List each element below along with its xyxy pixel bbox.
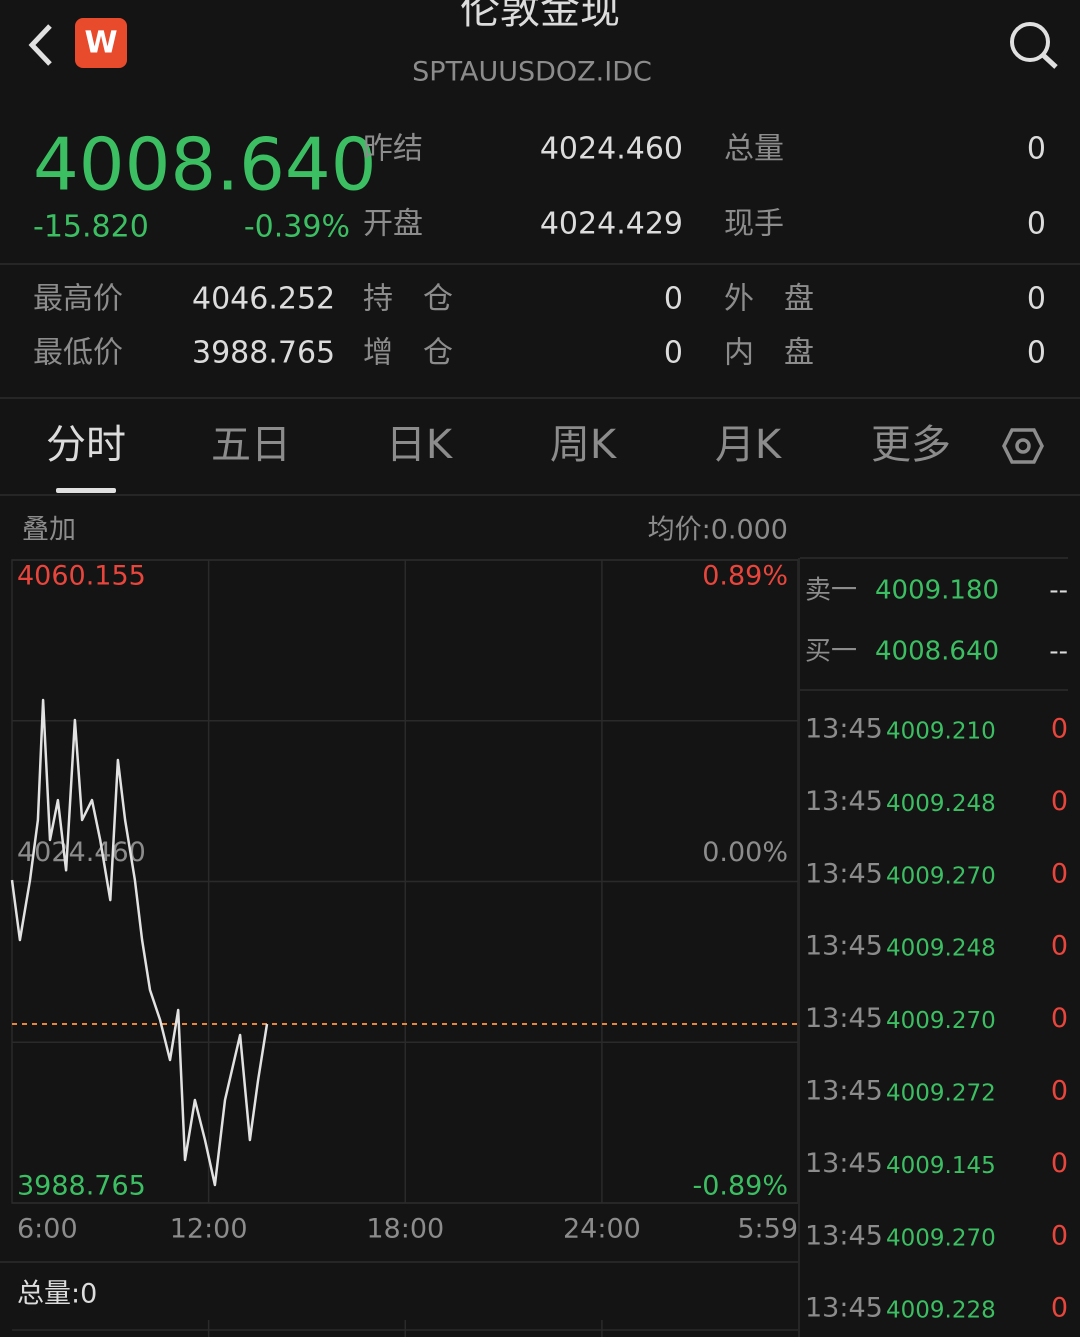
tab[interactable]: 更多 [871,422,951,468]
field-label: 总量 [724,132,784,167]
trade-time: 13:45 [805,1293,883,1324]
trade-price: 4009.248 [886,936,996,962]
y-tick-label: 3988.765 [17,1171,146,1202]
trade-volume: 0 [1051,786,1068,817]
change: -15.820 [33,210,149,245]
avg-price: 均价:0.000 [648,515,788,546]
trade-price: 4009.210 [886,719,996,745]
trade-time: 13:45 [805,1076,883,1107]
y2-tick-label: 0.00% [702,837,788,868]
tab[interactable]: 月K [715,422,783,468]
trade-volume: 0 [1051,1293,1068,1324]
stat-value: 0 [1027,282,1046,317]
stat-label: 最低价 [33,336,123,371]
trade-time: 13:45 [805,858,883,889]
settings-button[interactable] [1002,428,1044,464]
last-price: 4008.640 [33,123,377,207]
logo [75,18,127,68]
field-label: 昨结 [363,132,423,167]
tab[interactable]: 分时 [46,422,126,468]
y-tick-label: 4060.155 [17,561,146,592]
stat-value: 0 [664,282,683,317]
stat-label: 最高价 [33,282,123,317]
trade-volume: 0 [1051,714,1068,745]
trade-volume: 0 [1051,931,1068,962]
field-value: 4024.460 [540,132,683,167]
x-tick-label: 6:00 [17,1214,78,1245]
trade-volume: 0 [1051,1003,1068,1034]
trade-volume: 0 [1051,858,1068,889]
x-tick-label: 12:00 [170,1214,248,1245]
book-volume: -- [1049,637,1068,667]
trade-time: 13:45 [805,931,883,962]
trade-time: 13:45 [805,714,883,745]
tab-indicator [56,488,116,493]
stat-value: 3988.765 [192,336,335,371]
settings-dot [1015,438,1031,454]
stat-label: 持 仓 [363,282,453,317]
trade-price: 4009.228 [886,1298,996,1324]
book-volume: -- [1049,576,1068,606]
total-volume: 总量:0 [17,1279,97,1310]
book-label: 买一 [805,637,857,667]
settings-icon [1002,428,1044,464]
stat-label: 增 仓 [363,336,453,371]
code: SPTAUUSDOZ.IDC [412,57,652,88]
x-tick-label: 5:59 [737,1214,798,1245]
y2-tick-label: -0.89% [692,1171,788,1202]
logo-text: W [84,26,117,61]
field-label: 开盘 [363,207,423,242]
field-value: 0 [1027,207,1046,242]
trade-price: 4009.270 [886,1008,996,1034]
field-value: 4024.429 [540,207,683,242]
book-label: 卖一 [805,576,857,606]
x-tick-label: 24:00 [563,1214,641,1245]
trade-price: 4009.248 [886,791,996,817]
stat-label: 外 盘 [724,282,814,317]
change-pct: -0.39% [244,210,350,245]
trade-price: 4009.272 [886,1081,996,1107]
y-tick-label: 4024.460 [17,837,146,868]
stat-value: 4046.252 [192,282,335,317]
back-button[interactable] [28,24,52,66]
search-icon [1010,22,1050,62]
price-line [10,698,269,1187]
trade-volume: 0 [1051,1220,1068,1251]
tab[interactable]: 日K [386,422,454,468]
book-price: 4008.640 [875,637,999,667]
field-label: 现手 [724,207,784,242]
book-price: 4009.180 [875,576,999,606]
trade-time: 13:45 [805,786,883,817]
stat-value: 0 [1027,336,1046,371]
search-button[interactable] [1010,22,1058,69]
title: 伦敦金现 [460,0,620,33]
stat-label: 内 盘 [724,336,814,371]
trade-time: 13:45 [805,1220,883,1251]
tab[interactable]: 周K [550,422,618,468]
trade-price: 4009.145 [886,1153,996,1179]
trade-time: 13:45 [805,1003,883,1034]
stat-value: 0 [664,336,683,371]
y2-tick-label: 0.89% [702,561,788,592]
overlay[interactable]: 叠加 [22,515,76,546]
trade-price: 4009.270 [886,863,996,889]
trade-time: 13:45 [805,1148,883,1179]
field-value: 0 [1027,132,1046,167]
trade-volume: 0 [1051,1148,1068,1179]
tab[interactable]: 五日 [211,422,291,468]
trade-volume: 0 [1051,1076,1068,1107]
search-handle [1041,53,1058,69]
x-tick-label: 18:00 [366,1214,444,1245]
trade-price: 4009.270 [886,1225,996,1251]
